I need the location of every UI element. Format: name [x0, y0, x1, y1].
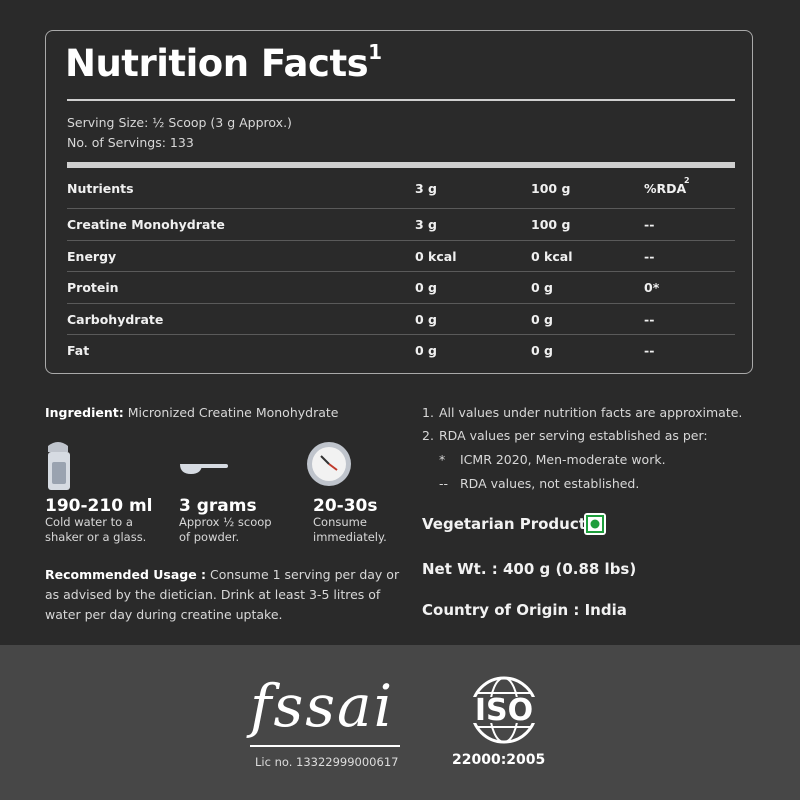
nutrition-box — [45, 30, 753, 374]
step-icons — [48, 442, 351, 490]
rule — [67, 99, 735, 101]
title: Nutrition Facts1 — [65, 39, 382, 85]
license: Lic no. 13322999000617 — [255, 755, 399, 769]
cell: -- — [644, 217, 655, 232]
header-note: 2 — [684, 176, 690, 185]
step-value: 20-30s — [313, 496, 378, 516]
note-text: RDA values per serving established as pe… — [439, 428, 708, 443]
cell: Fat — [67, 343, 90, 358]
fssai-logo: fssai — [250, 672, 395, 740]
cell: -- — [644, 248, 655, 264]
usage-label: Recommended Usage : — [45, 567, 207, 582]
cell: 0 g — [415, 343, 437, 358]
step-text: Cold water to a shaker or a glass. — [45, 515, 147, 544]
cell: 3 g — [415, 217, 437, 232]
cell: 0 g — [531, 343, 553, 358]
shaker-icon — [48, 442, 70, 490]
thick-rule — [67, 162, 735, 168]
net-weight: Net Wt. : 400 g (0.88 lbs) — [422, 560, 637, 578]
row-separator — [67, 334, 735, 335]
usage: Recommended Usage : Consume 1 serving pe… — [45, 565, 405, 625]
header-cell: %RDA — [644, 181, 687, 196]
title-text: Nutrition Facts — [65, 42, 369, 85]
table-row: Protein 0 g 0 g 0* — [67, 272, 735, 303]
scoop-icon — [180, 464, 228, 474]
note-text: All values under nutrition facts are app… — [439, 405, 743, 420]
cell: 0 kcal — [415, 248, 457, 264]
cell: 0 g — [415, 280, 437, 295]
step-text: Approx ½ scoop of powder. — [179, 515, 272, 544]
cell: Carbohydrate — [67, 311, 164, 327]
header-cell: 3 g — [415, 181, 437, 196]
table-row: Carbohydrate 0 g 0 g -- — [67, 304, 735, 335]
cell: 0 kcal — [531, 248, 573, 264]
cell: 0 g — [531, 311, 553, 327]
step-value: 190-210 ml — [45, 496, 153, 516]
veg-icon — [584, 513, 606, 535]
note-marker: 2. — [422, 428, 434, 443]
footer — [0, 645, 800, 800]
iso-globe — [462, 676, 546, 744]
cell: 0* — [644, 280, 660, 295]
subnote-text: RDA values, not established. — [460, 476, 640, 491]
ingredient-label: Ingredient: — [45, 405, 124, 420]
cell: -- — [644, 343, 655, 358]
subnote-marker: -- — [439, 476, 449, 491]
ingredient-text: Micronized Creatine Monohydrate — [127, 405, 339, 420]
serving-count: No. of Servings: 133 — [67, 135, 194, 150]
step-value: 3 grams — [179, 496, 257, 516]
row-separator — [67, 271, 735, 272]
step-text: Consume immediately. — [313, 515, 387, 544]
cell: 100 g — [531, 217, 571, 232]
title-note: 1 — [368, 39, 382, 64]
row-separator — [67, 239, 735, 241]
origin: Country of Origin : India — [422, 601, 627, 619]
header-cell: 100 g — [531, 181, 571, 196]
usage-text: Consume 1 serving per day or as advised … — [45, 567, 400, 622]
subnote-text: ICMR 2020, Men-moderate work. — [460, 452, 666, 467]
table-row: Energy 0 kcal 0 kcal -- — [67, 241, 735, 272]
note-marker: 1. — [422, 405, 434, 420]
row-separator — [67, 302, 735, 304]
row-separator — [67, 208, 735, 209]
cell: 0 g — [531, 280, 553, 295]
cell: 0 g — [415, 311, 437, 327]
header-cell: Nutrients — [67, 181, 134, 196]
iso-code: 22000:2005 — [452, 752, 546, 768]
serving-size: Serving Size: ½ Scoop (3 g Approx.) — [67, 115, 292, 130]
cell: -- — [644, 311, 655, 327]
table-row: Fat 0 g 0 g -- — [67, 335, 735, 366]
clock-icon — [307, 442, 351, 486]
fssai-rule — [250, 745, 400, 747]
vegetarian: Vegetarian Product — [422, 515, 586, 533]
table-header: Nutrients 3 g 100 g %RDA 2 — [67, 173, 735, 204]
cell: Energy — [67, 248, 117, 264]
table-row: Creatine Monohydrate 3 g 100 g -- — [67, 209, 735, 240]
cell: Protein — [67, 280, 119, 295]
subnote-marker: * — [439, 452, 446, 467]
cell: Creatine Monohydrate — [67, 217, 225, 232]
iso-text: ISO — [474, 693, 534, 728]
